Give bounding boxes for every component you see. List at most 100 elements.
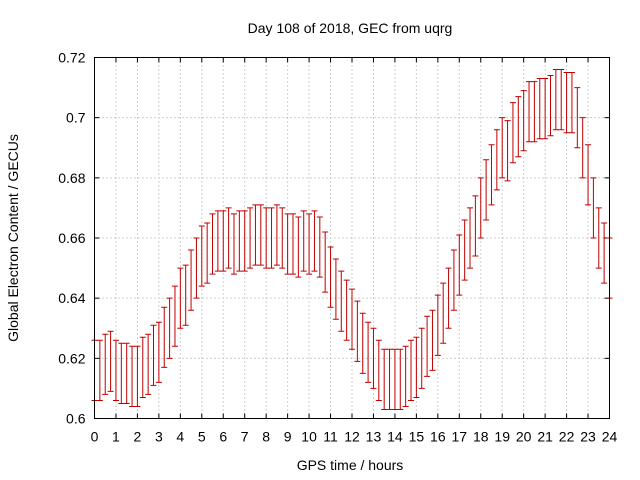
error-bar-point	[365, 321, 372, 383]
x-tick-label: 6	[219, 429, 227, 445]
x-tick-label: 15	[409, 429, 425, 445]
error-bar-point	[375, 339, 382, 401]
x-tick-label: 23	[580, 429, 596, 445]
error-bar-point	[424, 315, 431, 377]
error-bar-point	[504, 120, 511, 182]
x-tick-label: 5	[198, 429, 206, 445]
error-bar-point	[193, 237, 200, 299]
x-tick-label: 10	[301, 429, 317, 445]
error-bar-point	[547, 75, 554, 137]
error-bar-point	[445, 267, 452, 329]
error-bar-point	[332, 258, 339, 320]
error-bar-point	[322, 231, 329, 293]
error-bar-point	[316, 216, 323, 278]
error-bar-point	[397, 348, 404, 410]
x-tick-label: 20	[516, 429, 532, 445]
error-bar-point	[601, 222, 608, 284]
error-bar-point	[311, 210, 318, 272]
error-bar-point	[107, 330, 114, 392]
error-bar-point	[477, 177, 484, 239]
x-tick-label: 17	[452, 429, 468, 445]
error-bar-point	[520, 90, 527, 152]
x-tick-label: 8	[262, 429, 270, 445]
y-tick-label: 0.72	[58, 50, 85, 66]
error-bar-point	[558, 69, 565, 131]
error-bar-point	[579, 117, 586, 179]
y-tick-label: 0.64	[58, 290, 85, 306]
x-tick-label: 11	[323, 429, 338, 445]
error-bar-point	[526, 81, 533, 143]
error-bar-point	[359, 312, 366, 374]
y-tick-label: 0.6	[66, 411, 86, 427]
grid-lines	[94, 57, 610, 419]
x-axis-label: GPS time / hours	[297, 457, 404, 473]
error-bar-point	[338, 270, 345, 332]
x-tick-label: 14	[387, 429, 403, 445]
error-bar-point	[542, 78, 549, 140]
x-tick-label: 21	[537, 429, 553, 445]
error-bar-point	[574, 87, 581, 149]
y-tick-label: 0.68	[58, 170, 85, 186]
error-bar-point	[434, 294, 441, 356]
error-bar-point	[247, 207, 254, 269]
error-bar-point	[595, 207, 602, 269]
x-tick-label: 3	[155, 429, 163, 445]
error-bar-point	[509, 102, 516, 164]
error-bar-point	[236, 210, 243, 272]
error-bar-point	[225, 207, 232, 269]
error-bar-point	[289, 213, 296, 275]
x-tick-label: 18	[473, 429, 489, 445]
error-bar-point	[96, 339, 103, 401]
error-bar-point	[461, 219, 468, 281]
error-bar-point	[300, 210, 307, 272]
error-bar-point	[263, 207, 270, 269]
error-bar-point	[161, 306, 168, 368]
error-bar-point	[429, 309, 436, 371]
error-bar-point	[568, 72, 575, 134]
y-tick-label: 0.66	[58, 230, 85, 246]
plot-frame	[94, 57, 610, 419]
error-bar-point	[552, 69, 559, 131]
error-bar-point	[450, 249, 457, 311]
error-bar-point	[230, 213, 237, 275]
error-bar-point	[155, 321, 162, 383]
error-bar-point	[349, 288, 355, 350]
error-bar-point	[391, 348, 398, 410]
error-bar-point	[488, 144, 495, 206]
error-bar-point	[145, 333, 152, 395]
error-bar-point	[166, 297, 173, 359]
error-bar-point	[252, 204, 259, 266]
error-bar-point	[536, 78, 543, 140]
x-tick-label: 9	[284, 429, 292, 445]
error-bar-point	[129, 345, 136, 407]
error-bar-point	[563, 72, 570, 134]
error-bar-point	[386, 348, 393, 410]
error-bar-point	[257, 204, 264, 266]
error-bar-point	[440, 282, 447, 344]
x-tick-label: 1	[112, 429, 120, 445]
error-bar-point	[467, 207, 474, 269]
error-bar-point	[515, 96, 522, 158]
x-tick-label: 0	[91, 429, 99, 445]
error-bar-point	[220, 210, 227, 272]
error-bar-point	[150, 324, 157, 386]
error-bar-point	[204, 222, 211, 284]
error-bar-point	[198, 225, 205, 287]
error-bar-point	[499, 117, 506, 179]
error-bar-point	[306, 213, 313, 275]
error-bar-point	[134, 345, 141, 407]
error-bar-point	[381, 348, 388, 410]
error-bar-point	[456, 234, 463, 296]
error-bar-point	[590, 177, 597, 239]
error-bar-point	[354, 300, 361, 362]
error-bar-point	[327, 246, 334, 308]
error-bar-point	[483, 159, 490, 221]
x-tick-label: 2	[134, 429, 142, 445]
error-bar-point	[370, 327, 377, 389]
error-bar-point	[418, 327, 425, 389]
error-bar-point	[123, 342, 130, 404]
error-bar-point	[188, 249, 195, 311]
error-bar-point	[273, 204, 280, 266]
y-axis-label: Global Electron Content / GECUs	[5, 134, 21, 342]
